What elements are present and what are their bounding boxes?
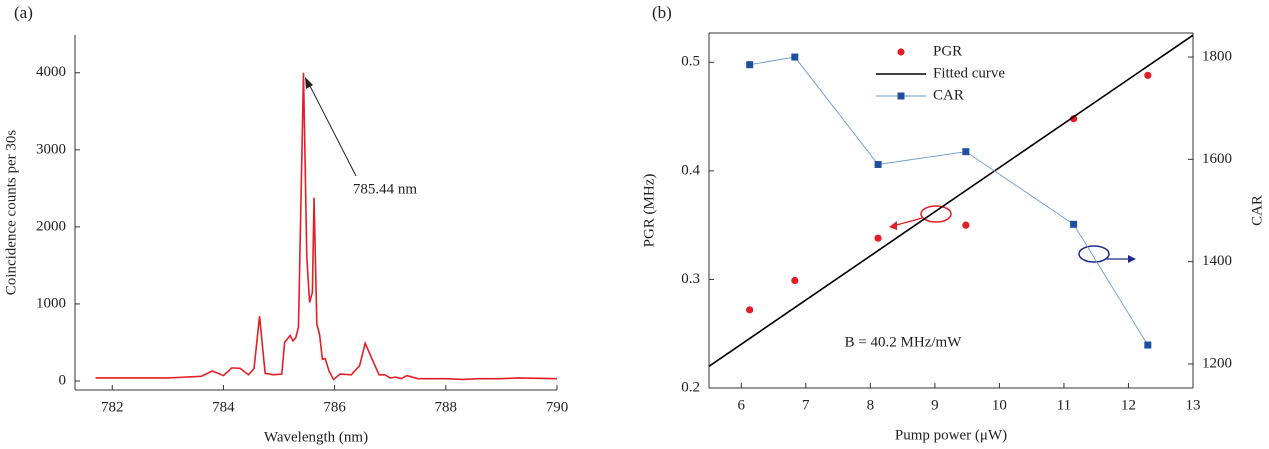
y-axis-label: PGR (MHz) [641, 174, 657, 248]
point [1070, 220, 1078, 228]
y-tick-label: 0.2 [681, 379, 700, 395]
y2-tick-label: 1800 [1202, 48, 1232, 64]
y-tick-label: 0.4 [681, 162, 700, 178]
annotation: B = 40.2 MHz/mW [845, 334, 963, 350]
legend-label: CAR [933, 87, 964, 103]
x-tick-label: 790 [546, 399, 569, 415]
x-tick-label: 9 [931, 397, 939, 413]
arrow-head [305, 77, 313, 89]
legend-marker [897, 48, 905, 56]
ellipse-pgr [920, 205, 952, 223]
x-axis-label: Wavelength (nm) [264, 429, 368, 445]
point [1070, 115, 1078, 123]
x-tick-label: 10 [992, 397, 1007, 413]
x-tick-label: 13 [1186, 397, 1201, 413]
y-tick-label: 0 [59, 372, 67, 388]
arrow-head [889, 221, 897, 230]
annotation: 785.44 nm [353, 181, 418, 197]
point [791, 53, 799, 61]
point [962, 148, 970, 156]
point [1144, 341, 1152, 349]
panel-label: (a) [14, 3, 33, 22]
series-line [749, 56, 1149, 346]
ellipse-car [1078, 245, 1110, 263]
y-tick-label: 4000 [36, 64, 66, 80]
x-tick-label: 8 [867, 397, 875, 413]
point [746, 306, 754, 314]
point [874, 160, 882, 168]
x-tick-label: 788 [435, 399, 458, 415]
y-tick-label: 0.3 [681, 271, 700, 287]
y-axis-label: Coincidence counts per 30s [3, 130, 19, 296]
x-tick-label: 11 [1057, 397, 1071, 413]
arrow-left [892, 217, 923, 227]
x-tick-label: 786 [323, 399, 346, 415]
y-tick-label: 0.5 [681, 54, 700, 70]
panel-label: (b) [652, 3, 672, 22]
point [962, 221, 970, 229]
series-line [95, 72, 558, 381]
x-tick-label: 782 [101, 399, 124, 415]
y2-axis-label: CAR [1249, 195, 1265, 226]
annotation-arrow [308, 83, 357, 177]
y2-tick-label: 1600 [1202, 151, 1232, 167]
point [874, 234, 882, 242]
point [746, 61, 754, 69]
y2-tick-label: 1400 [1202, 253, 1232, 269]
legend-label: PGR [933, 43, 962, 59]
arrow-head [1128, 255, 1136, 263]
x-tick-label: 784 [212, 399, 235, 415]
x-tick-label: 7 [802, 397, 810, 413]
y-tick-label: 3000 [36, 141, 66, 157]
series-line [708, 34, 1194, 367]
y2-tick-label: 1200 [1202, 355, 1232, 371]
point [791, 276, 799, 285]
legend-label: Fitted curve [933, 65, 1005, 81]
y-tick-label: 1000 [36, 295, 66, 311]
y-tick-label: 2000 [36, 218, 66, 234]
x-tick-label: 6 [738, 397, 746, 413]
x-axis-label: Pump power (μW) [895, 427, 1007, 443]
legend-marker [897, 92, 905, 100]
x-tick-label: 12 [1121, 397, 1136, 413]
point [1144, 71, 1152, 79]
